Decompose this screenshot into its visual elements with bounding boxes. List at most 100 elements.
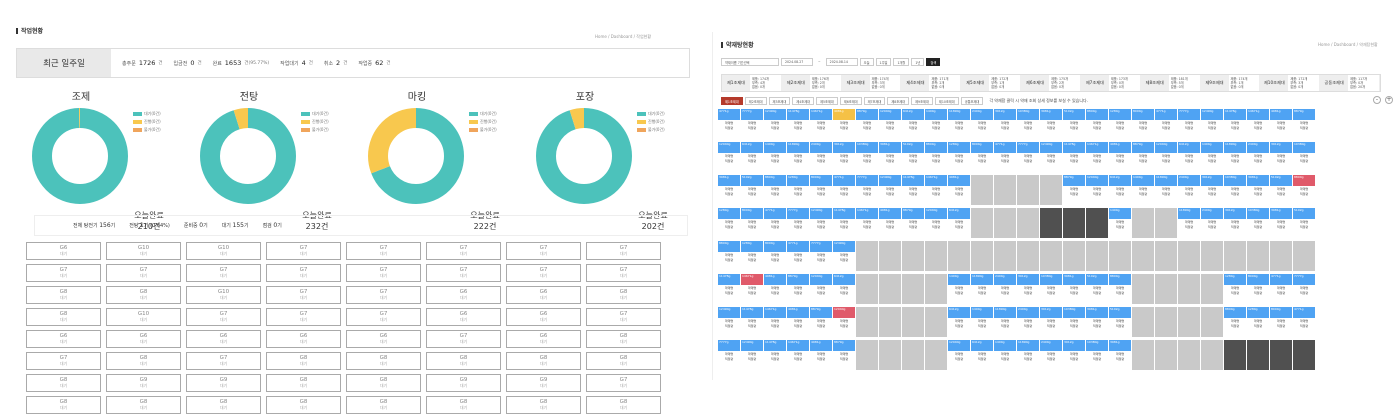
herb-bin[interactable] bbox=[925, 274, 947, 304]
tab-line[interactable]: 제9조제대 bbox=[911, 97, 933, 105]
herb-bin[interactable]: 4771g 약재명 적정량 bbox=[1155, 109, 1177, 139]
herb-bin[interactable] bbox=[1155, 307, 1177, 337]
machine-cell[interactable]: G6 대기 bbox=[26, 242, 101, 260]
machine-cell[interactable]: G7 대기 bbox=[186, 352, 261, 370]
herb-bin[interactable]: 10380g 약재명 적정량 bbox=[1017, 109, 1039, 139]
date-input[interactable]: 2024.08.14 bbox=[825, 58, 858, 66]
machine-cell[interactable]: G10 대기 bbox=[186, 286, 261, 304]
machine-cell[interactable]: G8 대기 bbox=[26, 286, 101, 304]
herb-bin[interactable]: 7777g 약재명 적정량 bbox=[741, 109, 763, 139]
herb-bin[interactable]: 1280g 약재명 적정량 bbox=[787, 175, 809, 205]
herb-bin[interactable] bbox=[1132, 307, 1154, 337]
herb-bin[interactable]: 1400g 약재명 적정량 bbox=[994, 340, 1016, 370]
herb-bin[interactable]: 3981g 약재명 적정량 bbox=[1247, 175, 1269, 205]
machine-cell[interactable]: G7 대기 bbox=[266, 264, 341, 282]
dispensing-line[interactable]: 제9조제대 제품: 174개 부족: 1개 없음: 0개 bbox=[1200, 75, 1261, 91]
machine-cell[interactable]: G7 대기 bbox=[506, 242, 581, 260]
machine-cell[interactable]: G7 대기 bbox=[586, 308, 661, 326]
herb-bin[interactable]: 8800g 약재명 적정량 bbox=[718, 241, 740, 271]
herb-bin[interactable]: 3981g 약재명 적정량 bbox=[1109, 340, 1131, 370]
dispensing-line[interactable]: 공동조제대 제품: 117개 부족: 0개 없음: 20개 bbox=[1320, 75, 1380, 91]
herb-bin[interactable]: 8879g 약재명 적정량 bbox=[1063, 175, 1085, 205]
dispensing-line[interactable]: 제7조제대 제품: 173개 부족: 0개 없음: 0개 bbox=[1080, 75, 1141, 91]
herb-bin[interactable]: 12040g 약재명 적정량 bbox=[879, 109, 901, 139]
herb-bin[interactable]: 3912g 약재명 적정량 bbox=[1224, 208, 1246, 238]
herb-bin[interactable] bbox=[902, 340, 924, 370]
machine-cell[interactable]: G10 대기 bbox=[106, 308, 181, 326]
herb-bin[interactable]: 1400g 약재명 적정량 bbox=[1201, 142, 1223, 172]
herb-bin[interactable]: 11890g 약재명 적정량 bbox=[994, 307, 1016, 337]
machine-cell[interactable]: G7 대기 bbox=[106, 264, 181, 282]
machine-cell[interactable]: G7 대기 bbox=[586, 264, 661, 282]
herb-bin[interactable]: 8000g 약재명 적정량 bbox=[1132, 109, 1154, 139]
machine-cell[interactable]: G8 대기 bbox=[106, 286, 181, 304]
herb-bin[interactable] bbox=[902, 241, 924, 271]
herb-bin[interactable]: 1400g 약재명 적정량 bbox=[971, 307, 993, 337]
herb-bin[interactable]: 6412g 약재명 적정량 bbox=[741, 142, 763, 172]
herb-bin[interactable] bbox=[925, 340, 947, 370]
herb-bin[interactable] bbox=[994, 175, 1016, 205]
herb-bin[interactable]: 8800g 약재명 적정량 bbox=[1109, 274, 1131, 304]
herb-bin[interactable]: 11478g 약재명 적정량 bbox=[764, 340, 786, 370]
herb-bin[interactable]: 11890g 약재명 적정량 bbox=[1224, 142, 1246, 172]
herb-bin[interactable]: 12490g 약재명 적정량 bbox=[879, 175, 901, 205]
herb-bin[interactable] bbox=[1201, 340, 1223, 370]
herb-bin[interactable] bbox=[856, 241, 878, 271]
herb-bin[interactable]: 8800g 약재명 적정량 bbox=[925, 142, 947, 172]
herb-bin[interactable]: 12490g 약재명 적정량 bbox=[810, 208, 832, 238]
herb-bin[interactable]: 10380g 약재명 적정량 bbox=[1040, 274, 1062, 304]
herb-bin[interactable]: 3912g 약재명 적정량 bbox=[1040, 307, 1062, 337]
tab-line[interactable]: 공통조제대 bbox=[960, 97, 984, 105]
herb-bin[interactable]: 14671g 약재명 적정량 bbox=[741, 274, 763, 304]
herb-bin[interactable]: 3912g 약재명 적정량 bbox=[1270, 142, 1292, 172]
herb-bin[interactable]: 1400g 약재명 적정량 bbox=[1109, 208, 1131, 238]
herb-bin[interactable] bbox=[1178, 340, 1200, 370]
herb-bin[interactable] bbox=[1247, 241, 1269, 271]
herb-bin[interactable]: 1280g 약재명 적정량 bbox=[948, 142, 970, 172]
herb-bin[interactable]: 3912g 약재명 적정량 bbox=[833, 142, 855, 172]
herb-bin[interactable]: 8879g 약재명 적정량 bbox=[810, 307, 832, 337]
machine-cell[interactable]: G8 대기 bbox=[346, 374, 421, 392]
herb-bin[interactable]: 11890g 약재명 적정량 bbox=[1017, 340, 1039, 370]
herb-bin[interactable]: 1280g 약재명 적정량 bbox=[1224, 274, 1246, 304]
date-input[interactable]: 2024.08.27 bbox=[781, 58, 813, 66]
machine-cell[interactable]: G7 대기 bbox=[26, 264, 101, 282]
herb-bin[interactable]: 8879g 약재명 적정량 bbox=[1293, 109, 1315, 139]
herb-bin[interactable]: 6412g 약재명 적정량 bbox=[971, 340, 993, 370]
herb-bin[interactable] bbox=[925, 241, 947, 271]
herb-bin[interactable] bbox=[948, 241, 970, 271]
machine-cell[interactable]: G8 대기 bbox=[586, 330, 661, 348]
period-button[interactable]: 1개월 bbox=[893, 58, 910, 66]
herb-bin[interactable]: 14671g 약재명 적정량 bbox=[925, 175, 947, 205]
herb-bin[interactable]: 12490g 약재명 적정량 bbox=[833, 241, 855, 271]
dispensing-line[interactable]: 제8조제대 제품: 181개 부족: 5개 없음: 0개 bbox=[1140, 75, 1201, 91]
machine-cell[interactable]: G8 대기 bbox=[426, 352, 501, 370]
herb-bin[interactable]: 1400g 약재명 적정량 bbox=[1132, 175, 1154, 205]
machine-cell[interactable]: G6 대기 bbox=[506, 286, 581, 304]
machine-cell[interactable]: G8 대기 bbox=[106, 396, 181, 414]
herb-bin[interactable] bbox=[1178, 307, 1200, 337]
herb-bin[interactable] bbox=[1224, 241, 1246, 271]
zoom-in-button[interactable]: + bbox=[1385, 96, 1393, 104]
machine-cell[interactable]: G8 대기 bbox=[266, 352, 341, 370]
herb-bin[interactable]: 4981g 약재명 적정량 bbox=[810, 340, 832, 370]
herb-bin[interactable] bbox=[1293, 241, 1315, 271]
herb-bin[interactable]: 12040g 약재명 적정량 bbox=[925, 208, 947, 238]
herb-bin[interactable]: 10380g 약재명 적정량 bbox=[1247, 208, 1269, 238]
herb-bin[interactable] bbox=[856, 274, 878, 304]
herb-bin[interactable] bbox=[1063, 241, 1085, 271]
herb-bin[interactable]: 3912g 약재명 적정량 bbox=[994, 109, 1016, 139]
herb-bin[interactable]: 5102g 약재명 적정량 bbox=[1086, 274, 1108, 304]
herb-bin[interactable]: 3981g 약재명 적정량 bbox=[1086, 307, 1108, 337]
herb-bin[interactable]: 1400g 약재명 적정량 bbox=[948, 274, 970, 304]
herb-bin[interactable]: 4981g 약재명 적정량 bbox=[1109, 142, 1131, 172]
herb-bin[interactable] bbox=[1178, 241, 1200, 271]
herb-bin[interactable]: 12490g 약재명 적정량 bbox=[1201, 109, 1223, 139]
herb-bin[interactable]: 14671g 약재명 적정량 bbox=[764, 307, 786, 337]
herb-bin[interactable] bbox=[1063, 208, 1085, 238]
machine-cell[interactable]: G7 대기 bbox=[506, 264, 581, 282]
herb-bin[interactable] bbox=[1109, 241, 1131, 271]
herb-bin[interactable]: 8000g 약재명 적정량 bbox=[810, 175, 832, 205]
dispensing-line[interactable]: 제1조제대 제품: 174개 부족: 4개 없음: 0개 bbox=[722, 75, 782, 91]
herb-bin[interactable] bbox=[879, 340, 901, 370]
